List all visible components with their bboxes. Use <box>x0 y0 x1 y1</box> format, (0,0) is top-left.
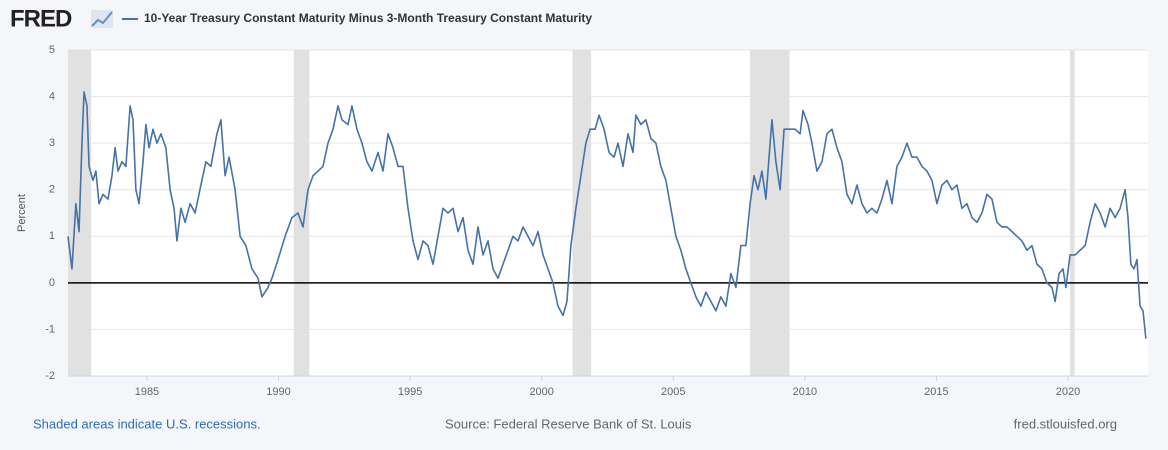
y-tick-label: -2 <box>45 370 55 382</box>
series-line <box>67 91 1147 339</box>
y-tick-label: 4 <box>49 90 55 102</box>
y-tick-label: 1 <box>49 230 55 242</box>
recession-band <box>572 50 592 376</box>
x-tick-label: 2015 <box>924 386 948 398</box>
x-tick-label: 1990 <box>266 386 290 398</box>
y-tick-label: -1 <box>45 323 55 335</box>
x-tick-label: 1985 <box>135 386 159 398</box>
logo: FRED <box>10 5 72 32</box>
logo-icon <box>91 10 113 28</box>
x-tick-label: 2005 <box>661 386 685 398</box>
footer-note[interactable]: Shaded areas indicate U.S. recessions. <box>33 416 261 431</box>
footer-link[interactable]: fred.stlouisfed.org <box>1014 416 1117 431</box>
x-tick-label: 2020 <box>1056 386 1080 398</box>
x-tick-label: 1995 <box>398 386 422 398</box>
plot-area <box>68 50 1148 376</box>
x-tick-label: 2010 <box>793 386 817 398</box>
y-tick-label: 3 <box>49 137 55 149</box>
y-tick-label: 5 <box>49 44 55 56</box>
y-axis-label: Percent <box>16 194 28 232</box>
footer-source: Source: Federal Reserve Bank of St. Loui… <box>445 416 692 431</box>
y-tick-label: 2 <box>49 184 55 196</box>
recession-band <box>293 50 310 376</box>
x-tick-label: 2000 <box>529 386 553 398</box>
y-tick-label: 0 <box>49 277 55 289</box>
recession-band <box>750 50 790 376</box>
recession-band <box>1070 50 1075 376</box>
legend-label: 10-Year Treasury Constant Maturity Minus… <box>144 11 592 25</box>
